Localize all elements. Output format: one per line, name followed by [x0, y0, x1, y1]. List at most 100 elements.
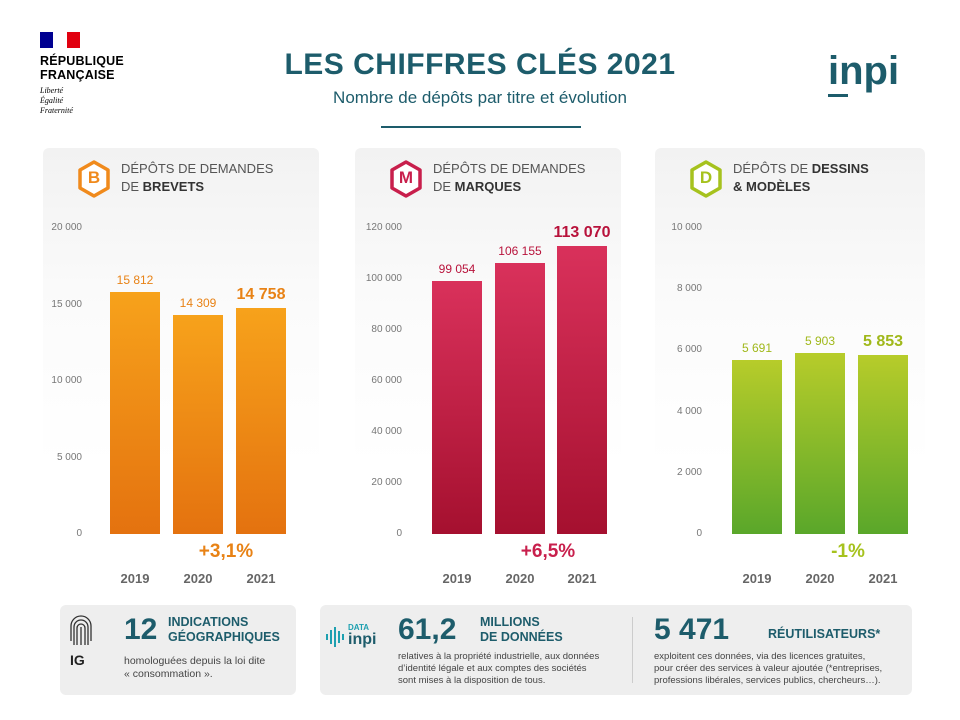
- french-flag-icon: [40, 32, 80, 48]
- chart-header-line1: DÉPÔTS DE DEMANDES: [121, 161, 274, 176]
- bar-2019: [432, 281, 482, 534]
- x-tick-label: 2020: [805, 571, 835, 586]
- data-label-line2: DE DONNÉES: [480, 630, 563, 644]
- ig-desc-line2: « consommation ».: [124, 668, 213, 680]
- data-logo-top: DATA: [348, 623, 370, 632]
- data-bars-icon: [326, 627, 344, 647]
- bar-2021: [858, 354, 908, 534]
- chart-header-2: DÉPÔTS DE DEMANDES DE MARQUES: [433, 160, 585, 196]
- x-tick-label: 2019: [120, 571, 150, 586]
- y-tick-label: 20 000: [371, 477, 402, 488]
- rf-name-line1: RÉPUBLIQUE: [40, 54, 124, 68]
- x-tick-label: 2019: [742, 571, 772, 586]
- bar-2020: [173, 315, 223, 534]
- y-tick-label: 40 000: [371, 426, 402, 437]
- data-desc-line3: sont mises à la disposition de tous.: [398, 675, 546, 686]
- y-tick-label: 10 000: [671, 222, 702, 233]
- ig-number: 12: [124, 613, 158, 646]
- y-tick-label: 4 000: [676, 405, 702, 417]
- data-label-line1: MILLIONS: [480, 615, 540, 629]
- bar-value-label: 5 853: [862, 332, 904, 350]
- data-desc-line1: relatives à la propriété industrielle, a…: [398, 651, 600, 662]
- chart-header-line1: DÉPÔTS DE DESSINS: [733, 161, 869, 176]
- page-title: LES CHIFFRES CLÉS 2021: [284, 48, 676, 81]
- bar-value-label: 106 155: [498, 244, 542, 259]
- ig-box: IG 12 INDICATIONS GÉOGRAPHIQUES homologu…: [60, 605, 296, 695]
- bar-2020: [495, 263, 545, 534]
- reuse-desc-line1: exploitent ces données, via des licences…: [654, 651, 866, 662]
- x-tick-label: 2021: [868, 571, 898, 586]
- x-tick-label: 2020: [183, 571, 213, 586]
- bar-2020: [795, 353, 845, 534]
- y-tick-label: 80 000: [371, 324, 402, 335]
- y-tick-label: 0: [696, 528, 702, 539]
- ig-label-line1: INDICATIONS: [168, 615, 249, 629]
- chart-header-line2: & MODÈLES: [733, 179, 811, 194]
- chart-header-line1: DÉPÔTS DE DEMANDES: [433, 161, 586, 176]
- chart-badge-letter: M: [398, 168, 414, 187]
- x-tick-label: 2019: [442, 571, 472, 586]
- bottom-divider: [632, 617, 633, 683]
- y-tick-label: 15 000: [51, 298, 82, 310]
- inpi-logo: inpi: [828, 50, 899, 97]
- ig-desc-line1: homologuées depuis la loi dite: [124, 655, 266, 667]
- bar-2019: [110, 292, 160, 534]
- data-number: 61,2: [398, 613, 457, 646]
- y-tick-label: 5 000: [56, 451, 82, 463]
- bar-value-label: 15 812: [116, 273, 154, 288]
- data-desc-line2: d’identité légale et aux comptes des soc…: [398, 663, 587, 674]
- reuse-number: 5 471: [654, 613, 730, 646]
- chart-badge-icon-b: B: [77, 160, 111, 198]
- y-tick-label: 8 000: [676, 283, 702, 295]
- chart-badge-icon-d: D: [689, 160, 723, 198]
- chart-header-line2: DE MARQUES: [433, 179, 522, 194]
- data-logo-bottom: inpi: [348, 631, 377, 648]
- evolution-label: +3,1%: [198, 541, 254, 562]
- chart-badge-letter: B: [87, 168, 101, 187]
- bar-2021: [236, 308, 286, 534]
- reuse-desc-line3: professions libérales, services publics,…: [654, 675, 881, 686]
- y-tick-label: 60 000: [371, 375, 402, 386]
- chart-header-line2: DE BREVETS: [121, 179, 205, 194]
- y-tick-label: 0: [396, 528, 402, 539]
- data-box: DATA inpi 61,2 MILLIONS DE DONNÉES relat…: [320, 605, 912, 695]
- title-divider: [381, 126, 581, 128]
- bar-2021: [557, 245, 607, 534]
- y-tick-label: 120 000: [365, 222, 402, 233]
- bar-value-label: 14 758: [236, 286, 286, 304]
- republique-francaise-logo: RÉPUBLIQUE FRANÇAISE Liberté Égalité Fra…: [40, 32, 150, 116]
- inpi-logo-text: inpi: [828, 50, 899, 93]
- reuse-label: RÉUTILISATEURS*: [768, 627, 881, 641]
- ig-fingerprint-icon: IG: [70, 615, 92, 668]
- chart-header-3: DÉPÔTS DE DESSINS & MODÈLES: [733, 160, 869, 196]
- x-tick-label: 2021: [567, 571, 597, 586]
- bar-2019: [732, 359, 782, 534]
- y-tick-label: 2 000: [676, 466, 702, 478]
- ig-label-line2: GÉOGRAPHIQUES: [168, 630, 280, 644]
- y-tick-label: 10 000: [51, 375, 82, 386]
- page-subtitle: Nombre de dépôts par titre et évolution: [333, 88, 627, 107]
- rf-motto-liberte: Liberté: [40, 86, 64, 95]
- bar-value-label: 14 309: [179, 296, 217, 311]
- data-inpi-logo: DATA inpi: [326, 623, 380, 653]
- evolution-label: +6,5%: [520, 541, 576, 562]
- evolution-label: -1%: [831, 541, 865, 562]
- y-tick-label: 6 000: [676, 344, 702, 356]
- x-tick-label: 2020: [505, 571, 535, 586]
- y-tick-label: 20 000: [51, 222, 82, 233]
- x-tick-label: 2021: [246, 571, 276, 586]
- y-tick-label: 100 000: [365, 273, 402, 284]
- reuse-desc-line2: pour créer des services à valeur ajoutée…: [654, 663, 883, 674]
- bar-value-label: 5 903: [804, 334, 836, 349]
- chart-badge-icon-m: M: [389, 160, 423, 198]
- rf-name-line2: FRANÇAISE: [40, 68, 115, 82]
- bar-value-label: 113 070: [553, 223, 611, 241]
- chart-header-1: DÉPÔTS DE DEMANDES DE BREVETS: [121, 160, 273, 196]
- chart-badge-letter: D: [699, 168, 713, 187]
- rf-motto-fraternite: Fraternité: [40, 106, 73, 115]
- y-tick-label: 0: [76, 528, 82, 539]
- rf-motto-egalite: Égalité: [40, 96, 64, 105]
- bar-value-label: 5 691: [741, 340, 773, 355]
- ig-icon-label: IG: [70, 652, 85, 668]
- bar-value-label: 99 054: [438, 262, 476, 277]
